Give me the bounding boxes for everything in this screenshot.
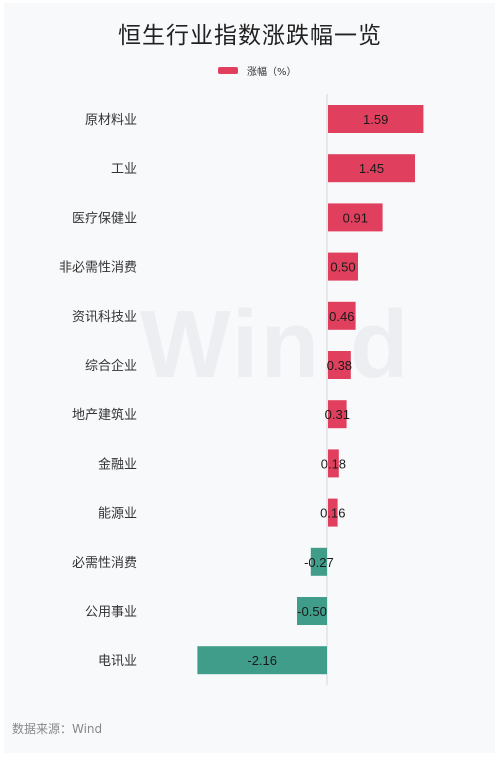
value-label: -0.50 [297,604,327,619]
category-label: 金融业 [98,456,137,472]
bar [328,154,415,183]
bar [328,105,424,133]
value-label: -0.27 [304,555,334,570]
chart-title: 恒生行业指数涨跌幅一览 [118,23,382,49]
bar [328,449,339,478]
chart-legend: 涨幅（%） [218,62,297,78]
value-label: 0.38 [327,358,352,373]
value-label: 0.46 [329,309,354,324]
value-label: 0.16 [320,506,345,521]
bar [328,301,356,330]
category-label: 工业 [111,162,137,177]
data-source: 数据来源：Wind [12,722,103,736]
category-label: 地产建筑业 [72,407,137,423]
bar [328,400,347,429]
legend-swatch [218,66,238,74]
bar [328,203,383,232]
legend-label: 涨幅（%） [247,66,297,78]
value-label: 1.45 [359,161,384,176]
bar [328,351,351,379]
value-label: 0.18 [321,456,346,471]
category-label: 医疗保健业 [72,211,137,226]
bar [310,547,327,576]
value-label: -2.16 [247,653,277,668]
watermark: Win.d [140,291,411,398]
category-label: 能源业 [98,507,137,522]
bar [197,646,327,675]
bar [328,498,338,527]
category-label: 综合企业 [85,358,137,374]
category-label: 必需性消费 [72,556,137,571]
category-label: 非必需性消费 [59,261,137,276]
category-label: 电讯业 [98,654,137,669]
value-label: 0.91 [343,210,368,225]
bar [297,597,327,625]
value-label: 0.50 [330,260,355,275]
value-label: 0.31 [325,407,350,422]
category-label: 原材料业 [85,113,137,128]
bar [328,252,358,281]
value-label: 1.59 [363,112,388,127]
category-label: 资讯科技业 [72,310,137,325]
category-label: 公用事业 [85,605,137,620]
